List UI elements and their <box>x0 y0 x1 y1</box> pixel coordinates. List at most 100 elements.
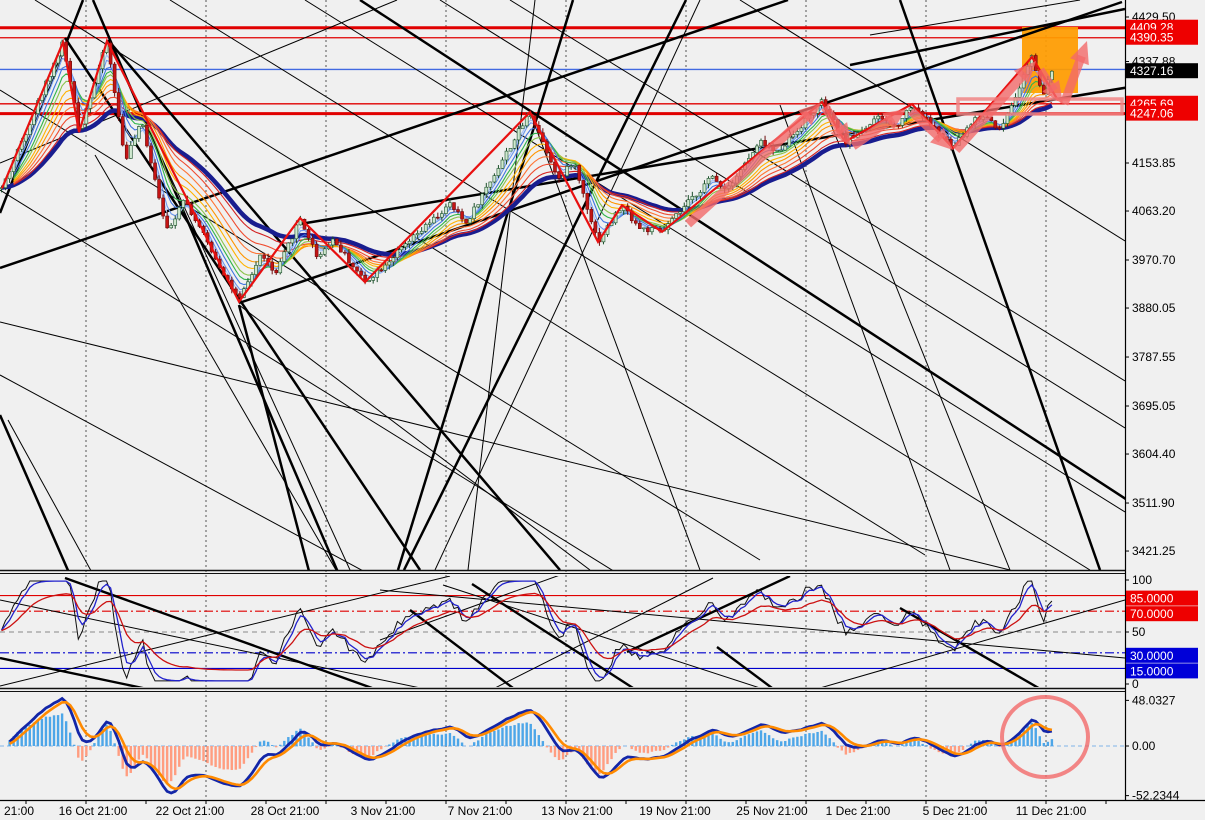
macd-histogram-bar <box>246 746 250 759</box>
macd-histogram-bar <box>755 731 759 746</box>
price-tick-label: 4153.85 <box>1132 156 1176 170</box>
arrow-head[interactable] <box>882 109 906 130</box>
macd-histogram-bar <box>711 732 714 746</box>
candle-body <box>444 206 448 214</box>
macd-histogram-bar <box>541 741 545 746</box>
candle-body <box>714 175 719 182</box>
trendline[interactable] <box>169 0 1091 570</box>
trendline[interactable] <box>107 39 561 570</box>
trendline[interactable] <box>0 414 70 575</box>
rsi-level-badge-bg <box>1126 647 1198 663</box>
arrow-head[interactable] <box>797 103 821 126</box>
slow-ma-line <box>1 103 1053 257</box>
candle-body <box>112 63 117 93</box>
macd-histogram-bar <box>28 724 31 746</box>
trendline[interactable] <box>34 0 926 556</box>
macd-histogram-bar <box>222 746 225 770</box>
trendline[interactable] <box>7 419 95 578</box>
macd-histogram-bar <box>363 746 367 758</box>
candle-body <box>371 277 375 281</box>
trendline[interactable] <box>237 304 310 575</box>
candle-body <box>633 220 638 224</box>
trendline[interactable] <box>359 0 1138 507</box>
candle-body <box>997 127 1002 130</box>
arrow-shaft[interactable] <box>1059 54 1086 106</box>
trendline[interactable] <box>94 154 340 577</box>
candle-body <box>642 227 646 230</box>
arrow-shaft[interactable] <box>907 107 945 143</box>
trendline[interactable] <box>529 111 701 570</box>
macd-histogram-bar <box>699 736 702 746</box>
trendline[interactable] <box>439 0 1125 429</box>
trendline[interactable] <box>509 0 1125 382</box>
macd-histogram-bar <box>1022 728 1025 746</box>
trendline[interactable] <box>0 576 451 687</box>
macd-histogram-bar <box>780 741 783 746</box>
candle-body <box>343 251 347 254</box>
macd-histogram-bar <box>327 746 330 747</box>
trendlines-thin[interactable] <box>0 0 1125 578</box>
macd-histogram-bar <box>141 746 145 755</box>
arrow-head[interactable] <box>1070 41 1089 66</box>
macd-histogram-bar <box>182 746 185 760</box>
macd-histogram-bar <box>606 746 609 765</box>
trendline[interactable] <box>495 577 714 688</box>
trendline[interactable] <box>849 7 1125 67</box>
arrow-head[interactable] <box>1013 61 1036 85</box>
trendline[interactable] <box>0 599 430 690</box>
macd-histogram-bar <box>218 746 221 769</box>
trend-arrows[interactable] <box>684 41 1089 228</box>
macd-histogram-bar <box>792 737 795 746</box>
arrow-head[interactable] <box>830 122 851 146</box>
trendline[interactable] <box>238 304 591 570</box>
candle-body <box>306 229 311 239</box>
trendline[interactable] <box>434 0 701 570</box>
candle-body <box>795 131 800 135</box>
candle-body <box>904 109 909 119</box>
macd-histogram-bar <box>666 746 670 748</box>
trendline[interactable] <box>379 589 1125 659</box>
trendline[interactable] <box>821 101 1011 570</box>
trendline[interactable] <box>716 646 773 688</box>
trendline[interactable] <box>402 0 688 570</box>
macd-histogram-bar <box>242 746 246 764</box>
candle-body <box>419 230 424 234</box>
candle-body <box>310 237 315 245</box>
arrow-shaft[interactable] <box>952 69 1029 154</box>
arrow-shaft[interactable] <box>850 114 896 150</box>
trendline[interactable] <box>0 656 152 690</box>
pink-box-annotation[interactable] <box>956 97 1124 116</box>
trendline[interactable] <box>396 0 575 570</box>
ellipse-annotation[interactable] <box>1000 695 1090 779</box>
price-line-badge: 4390.35 <box>1130 31 1174 45</box>
trendline[interactable] <box>779 104 951 570</box>
trendline[interactable] <box>442 584 760 688</box>
macd-histogram-bar <box>594 746 597 773</box>
trendline[interactable] <box>379 575 560 641</box>
macd-histogram-bar <box>190 746 193 758</box>
trendline[interactable] <box>820 599 1125 688</box>
current-price-badge-bg <box>1126 63 1198 79</box>
arrow-head[interactable] <box>1042 80 1063 104</box>
trendline[interactable] <box>0 0 789 270</box>
arrow-shaft[interactable] <box>684 110 813 228</box>
macd-histogram-bar <box>485 734 488 746</box>
macd-histogram-bar <box>493 731 496 746</box>
candle-body <box>791 134 796 138</box>
trendline[interactable] <box>0 89 761 561</box>
macd-histogram-bar <box>994 745 997 746</box>
trendline[interactable] <box>626 576 791 654</box>
candle-body <box>27 124 32 135</box>
arrow-head[interactable] <box>930 127 953 150</box>
trendline[interactable] <box>304 0 1125 513</box>
trendline[interactable] <box>869 0 1081 36</box>
trendline[interactable] <box>0 189 620 575</box>
candle-body <box>755 145 759 153</box>
candle-body <box>698 192 703 197</box>
macd-histogram-bar <box>658 746 662 751</box>
trendline[interactable] <box>0 321 1011 570</box>
trendline[interactable] <box>0 374 367 573</box>
candle-body <box>399 246 404 251</box>
